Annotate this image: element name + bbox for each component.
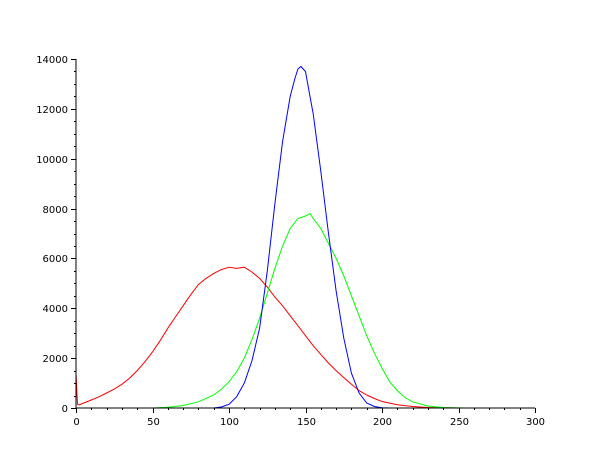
- y-tick-label: 0: [62, 404, 68, 415]
- x-tick-label: 300: [526, 417, 545, 428]
- x-tick-label: 250: [450, 417, 469, 428]
- x-tick-label: 150: [297, 417, 316, 428]
- x-tick-label: 50: [147, 417, 160, 428]
- series-line-1: [152, 212, 467, 409]
- y-tick-label: 8000: [43, 205, 68, 216]
- x-tick-label: 100: [220, 417, 239, 428]
- series-line-0: [75, 266, 459, 409]
- axes: 0 50 100 150 200 250 300 0 2000 4000 6000 8000 10000…: [36, 55, 545, 428]
- series-line-2: [213, 65, 390, 409]
- x-tick-label: 0: [73, 417, 79, 428]
- x-tick-label: 200: [373, 417, 392, 428]
- y-tick-label: 6000: [43, 254, 68, 265]
- y-tick-label: 2000: [43, 354, 68, 365]
- y-tick-label: 10000: [36, 155, 68, 166]
- y-tick-label: 12000: [36, 105, 68, 116]
- plot-series: [75, 65, 467, 409]
- y-tick-label: 14000: [36, 55, 68, 66]
- y-tick-label: 4000: [43, 304, 68, 315]
